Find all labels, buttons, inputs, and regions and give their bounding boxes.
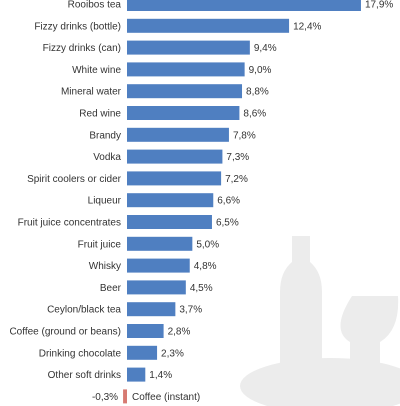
category-label-rooibos-tea: Rooibos tea [68, 0, 122, 11]
value-label-drinking-chocolate: 2,3% [161, 348, 184, 359]
category-label-drinking-chocolate: Drinking chocolate [39, 348, 122, 359]
bar-mineral-water [127, 84, 243, 99]
value-label-fruit-juice: 5,0% [196, 239, 219, 250]
category-label-mineral-water: Mineral water [61, 87, 122, 98]
category-label-vodka: Vodka [93, 152, 121, 163]
bar-fizzy-drinks-can [127, 40, 250, 55]
bar-row-ceylon-black-tea: Ceylon/black tea 3,7% [47, 302, 202, 317]
category-label-ceylon-black-tea: Ceylon/black tea [47, 305, 121, 316]
category-label-fizzy-drinks-bottle: Fizzy drinks (bottle) [34, 21, 121, 32]
bar-row-brandy: Brandy 7,8% [89, 127, 256, 142]
value-label-brandy: 7,8% [233, 130, 256, 141]
category-label-other-soft-drinks: Other soft drinks [48, 370, 121, 381]
category-label-spirit-coolers-or-cider: Spirit coolers or cider [27, 174, 122, 185]
bar-white-wine [127, 62, 245, 77]
bar-vodka [127, 149, 223, 164]
category-label-beer: Beer [100, 283, 122, 294]
bar-rooibos-tea [127, 0, 361, 11]
value-label-rooibos-tea: 17,9% [365, 0, 393, 11]
bar-fruit-juice [127, 236, 193, 251]
value-label-fruit-juice-concentrates: 6,5% [216, 218, 239, 229]
bar-ceylon-black-tea [127, 302, 176, 317]
bar-row-red-wine: Red wine 8,6% [79, 106, 266, 120]
value-label-red-wine: 8,6% [243, 109, 266, 120]
bar-liqueur [127, 193, 214, 208]
value-label-whisky: 4,8% [194, 261, 217, 272]
category-label-coffee-instant: Coffee (instant) [132, 392, 200, 403]
category-label-coffee-ground-or-beans: Coffee (ground or beans) [9, 327, 121, 338]
bar-drinking-chocolate [127, 345, 158, 360]
value-label-other-soft-drinks: 1,4% [149, 370, 172, 381]
value-label-beer: 4,5% [190, 283, 213, 294]
bar-row-fizzy-drinks-bottle: Fizzy drinks (bottle) 12,4% [34, 18, 322, 33]
bar-row-spirit-coolers-or-cider: Spirit coolers or cider 7,2% [27, 171, 248, 186]
value-label-fizzy-drinks-bottle: 12,4% [293, 21, 321, 32]
bar-row-white-wine: White wine 9,0% [72, 62, 272, 77]
bar-row-drinking-chocolate: Drinking chocolate 2,3% [39, 345, 184, 360]
category-label-whisky: Whisky [89, 261, 121, 272]
category-label-fruit-juice: Fruit juice [78, 239, 122, 250]
bar-row-coffee-ground-or-beans: Coffee (ground or beans) 2,8% [9, 324, 190, 338]
category-label-red-wine: Red wine [79, 109, 121, 120]
bar-fruit-juice-concentrates [127, 215, 212, 229]
value-label-coffee-instant: -0,3% [92, 392, 118, 403]
bar-row-rooibos-tea: Rooibos tea 17,9% [68, 0, 393, 11]
category-label-brandy: Brandy [89, 130, 121, 141]
bar-row-fizzy-drinks-can: Fizzy drinks (can) 9,4% [43, 40, 277, 55]
bar-fizzy-drinks-bottle [127, 18, 290, 33]
bar-red-wine [127, 106, 240, 120]
value-label-white-wine: 9,0% [249, 65, 272, 76]
category-label-white-wine: White wine [72, 65, 121, 76]
category-label-fruit-juice-concentrates: Fruit juice concentrates [18, 218, 121, 229]
value-label-coffee-ground-or-beans: 2,8% [168, 327, 191, 338]
bar-row-fruit-juice: Fruit juice 5,0% [78, 236, 219, 251]
bar-row-liqueur: Liqueur 6,6% [88, 193, 240, 208]
value-label-ceylon-black-tea: 3,7% [179, 305, 202, 316]
value-label-spirit-coolers-or-cider: 7,2% [225, 174, 248, 185]
bottle-glass-watermark-icon [240, 236, 400, 406]
value-label-liqueur: 6,6% [217, 196, 240, 207]
value-label-vodka: 7,3% [226, 152, 249, 163]
value-label-fizzy-drinks-can: 9,4% [254, 43, 277, 54]
bar-row-other-soft-drinks: Other soft drinks 1,4% [48, 367, 172, 382]
bar-other-soft-drinks [127, 367, 146, 382]
bar-spirit-coolers-or-cider [127, 171, 222, 186]
category-label-fizzy-drinks-can: Fizzy drinks (can) [43, 43, 121, 54]
value-label-mineral-water: 8,8% [246, 87, 269, 98]
bar-row-vodka: Vodka 7,3% [93, 149, 249, 164]
bar-row-beer: Beer 4,5% [100, 280, 213, 295]
bar-brandy [127, 127, 229, 142]
bar-row-whisky: Whisky 4,8% [89, 258, 217, 273]
bar-row-fruit-juice-concentrates: Fruit juice concentrates 6,5% [18, 215, 239, 229]
bar-row-coffee-instant: Coffee (instant) -0,3% [92, 389, 200, 404]
bar-whisky [127, 258, 190, 273]
bar-beer [127, 280, 186, 295]
bar-row-mineral-water: Mineral water 8,8% [61, 84, 269, 99]
bar-coffee-instant [123, 389, 127, 404]
bar-coffee-ground-or-beans [127, 324, 164, 338]
category-label-liqueur: Liqueur [88, 196, 122, 207]
